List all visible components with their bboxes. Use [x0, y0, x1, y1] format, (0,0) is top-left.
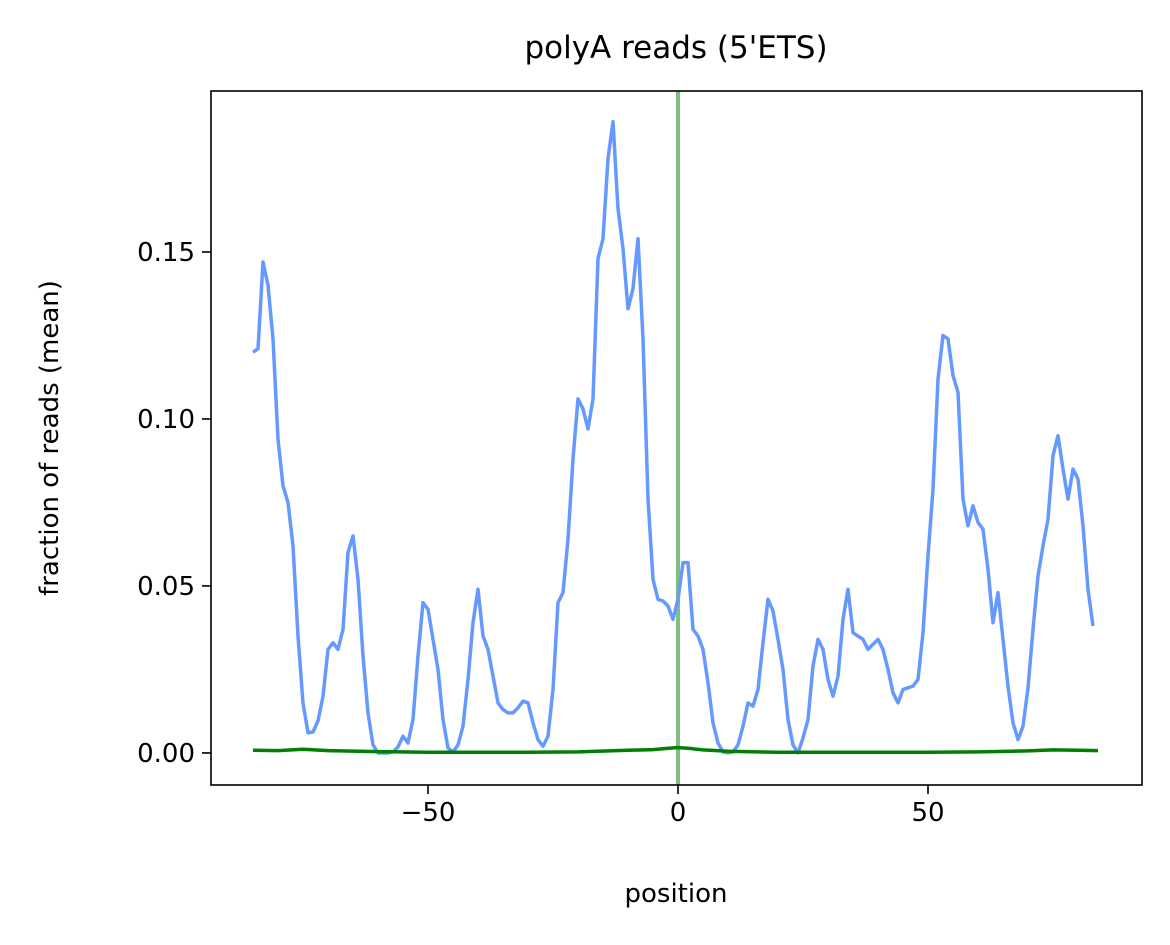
x-tick-label: −50 [401, 798, 456, 828]
y-tick-label: 0.05 [137, 572, 195, 602]
data-line [252, 119, 1095, 755]
y-tick-label: 0.15 [137, 238, 195, 268]
chart-title: polyA reads (5'ETS) [524, 30, 827, 66]
x-tick-label: 50 [911, 798, 944, 828]
y-tick-label: 0.00 [137, 739, 195, 769]
x-tick-label: 0 [670, 798, 687, 828]
y-axis-label: fraction of reads (mean) [35, 280, 65, 596]
plot-frame [210, 90, 1143, 786]
y-tick-label: 0.10 [137, 405, 195, 435]
data-line [252, 745, 1099, 755]
x-axis-label: position [625, 879, 728, 909]
